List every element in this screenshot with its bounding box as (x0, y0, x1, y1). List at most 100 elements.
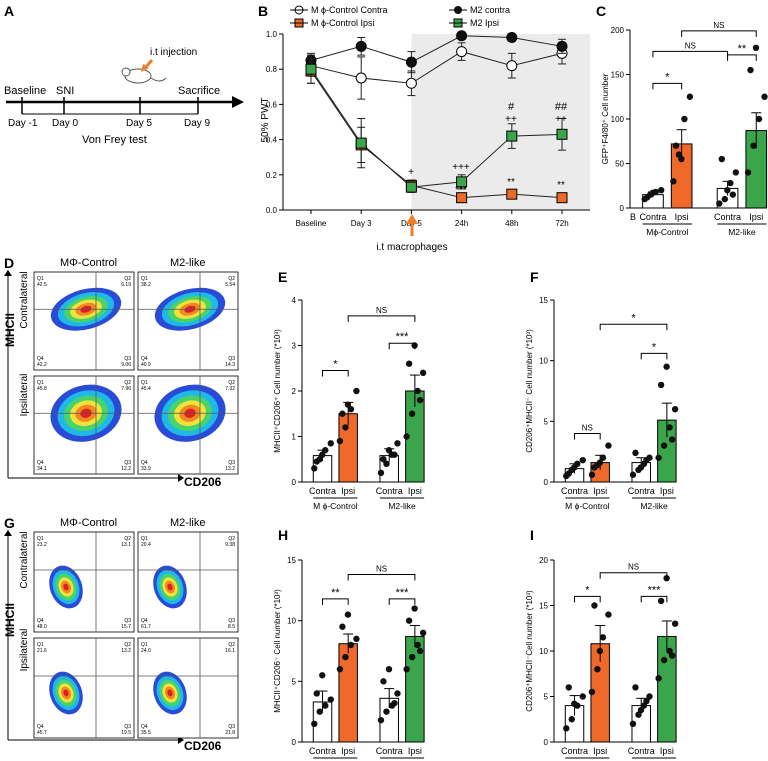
D-quadrant-name: Q4 (141, 356, 148, 362)
H-datapoint (344, 611, 352, 618)
C-ytick-label: 150 (611, 71, 625, 80)
panel-label-g: G (4, 515, 15, 531)
H-xtick-label: Ipsi (341, 746, 355, 756)
timeline-day-minus1: Day -1 (8, 118, 38, 129)
panel-g-group-control: MΦ-Control (60, 517, 117, 529)
G-quadrant-value: 23.2 (37, 542, 47, 548)
timeline-baseline: Baseline (4, 85, 46, 97)
H-ytick-label: 0 (292, 738, 297, 747)
H-ytick-label: 15 (287, 556, 296, 565)
G-quadrant-value: 19.5 (121, 730, 131, 736)
F-datapoint (655, 454, 662, 461)
I-datapoint (565, 684, 572, 691)
C-datapoint (747, 66, 754, 74)
D-quadrant-name: Q4 (37, 356, 44, 362)
panel-label-e: E (278, 269, 287, 285)
H-datapoint (380, 678, 387, 685)
D-quadrant-value: 45.8 (37, 386, 47, 392)
D-quadrant-name: Q4 (141, 460, 148, 466)
F-datapoint (591, 464, 598, 471)
panel-f-chart: 0 5 10 15 CD206⁺MHCII⁻ Cell number (*10³) Con… (525, 296, 679, 511)
timeline-day-5: Day 5 (126, 118, 153, 129)
legend-control-contra: M ϕ-Control Contra (311, 5, 388, 15)
F-datapoint (571, 464, 578, 471)
panel-g-group-m2: M2-like (170, 517, 205, 529)
panel-b-point (355, 72, 367, 84)
C-sig-bracket (652, 82, 683, 90)
panel-b-point (506, 32, 518, 44)
G-quadrant-name: Q4 (141, 724, 148, 730)
sig-24h-plus3: +++ (452, 162, 470, 173)
G-quadrant-name: Q3 (124, 618, 131, 624)
C-datapoint (761, 93, 768, 100)
E-sig-bracket (388, 342, 416, 350)
G-quadrant-name: Q1 (37, 536, 44, 542)
D-quadrant-value: 7.32 (225, 386, 235, 392)
E-datapoint (403, 433, 410, 440)
panel-b-point (506, 60, 518, 72)
D-quadrant-value: 6.19 (121, 282, 131, 288)
I-datapoint (605, 611, 612, 618)
F-datapoint (660, 442, 668, 449)
H-datapoint (385, 666, 393, 673)
C-ytick-label: 200 (611, 26, 625, 35)
D-quadrant-value: 42.5 (37, 282, 47, 288)
H-datapoint (408, 653, 416, 661)
F-sig-bracket (599, 323, 668, 331)
panel-g-flow: MΦ-Control M2-like Contralateral Ipsilat… (3, 517, 239, 753)
F-sig-bracket (640, 352, 668, 360)
I-ytick-label: 20 (539, 556, 548, 565)
E-ytick-label: 2 (292, 387, 297, 396)
C-datapoint (681, 115, 688, 123)
F-ytick-label: 15 (539, 296, 548, 305)
panel-label-a: A (4, 3, 14, 19)
E-datapoint (377, 469, 385, 477)
C-datapoint (644, 194, 651, 201)
E-ytick-label: 3 (292, 342, 297, 351)
D-quadrant-name: Q3 (124, 356, 131, 362)
H-ylabel: MHCII⁺CD206⁻ Cell number (*10³) (273, 589, 282, 713)
legend-m2-contra: M2 contra (470, 5, 510, 15)
panel-b-point (506, 188, 518, 200)
G-quadrant-name: Q2 (228, 536, 235, 542)
mouse-icon (121, 67, 167, 84)
C-datapoint (658, 187, 665, 194)
H-datapoint (419, 629, 427, 636)
I-xtick-label: Contra (561, 746, 588, 756)
panel-b-point (456, 192, 468, 204)
panel-b-point (556, 192, 568, 204)
sig-day5-plus: + (408, 167, 414, 178)
I-datapoint (563, 725, 570, 732)
G-plot-3 (137, 637, 239, 739)
D-quadrant-value: 45.4 (141, 386, 151, 392)
D-quadrant-value: 34.1 (37, 466, 47, 472)
E-datapoint (319, 451, 326, 458)
E-sig-bracket (322, 370, 349, 377)
D-quadrant-name: Q1 (141, 380, 148, 386)
H-datapoint (353, 635, 360, 643)
C-datapoint (732, 169, 740, 176)
F-datapoint (588, 471, 596, 478)
panel-b-xtick-label: 48h (505, 219, 518, 228)
panel-label-d: D (4, 255, 14, 271)
I-ytick-label: 15 (539, 602, 548, 611)
G-quadrant-name: Q3 (124, 724, 131, 730)
E-datapoint (311, 465, 318, 472)
C-datapoint (670, 178, 677, 185)
panel-b-point (405, 56, 417, 68)
G-quadrant-value: 13.1 (121, 542, 131, 548)
panel-c-chart: 0 50 100 150 200 GFP⁺F4/80⁺ Cell number Contra… (601, 21, 768, 237)
timeline-sni: SNI (56, 85, 74, 97)
D-quadrant-value: 5.54 (225, 282, 235, 288)
F-xtick-label: Ipsi (593, 486, 607, 496)
I-datapoint (588, 688, 596, 696)
C-datapoint (678, 155, 685, 163)
F-datapoint (668, 436, 676, 443)
C-datapoint (716, 200, 723, 207)
H-datapoint (313, 690, 320, 697)
panel-label-c: C (596, 3, 606, 19)
F-xtick-label: Ipsi (660, 486, 674, 496)
panel-b-xtick-label: Baseline (296, 219, 327, 228)
H-ytick-label: 5 (292, 677, 297, 686)
